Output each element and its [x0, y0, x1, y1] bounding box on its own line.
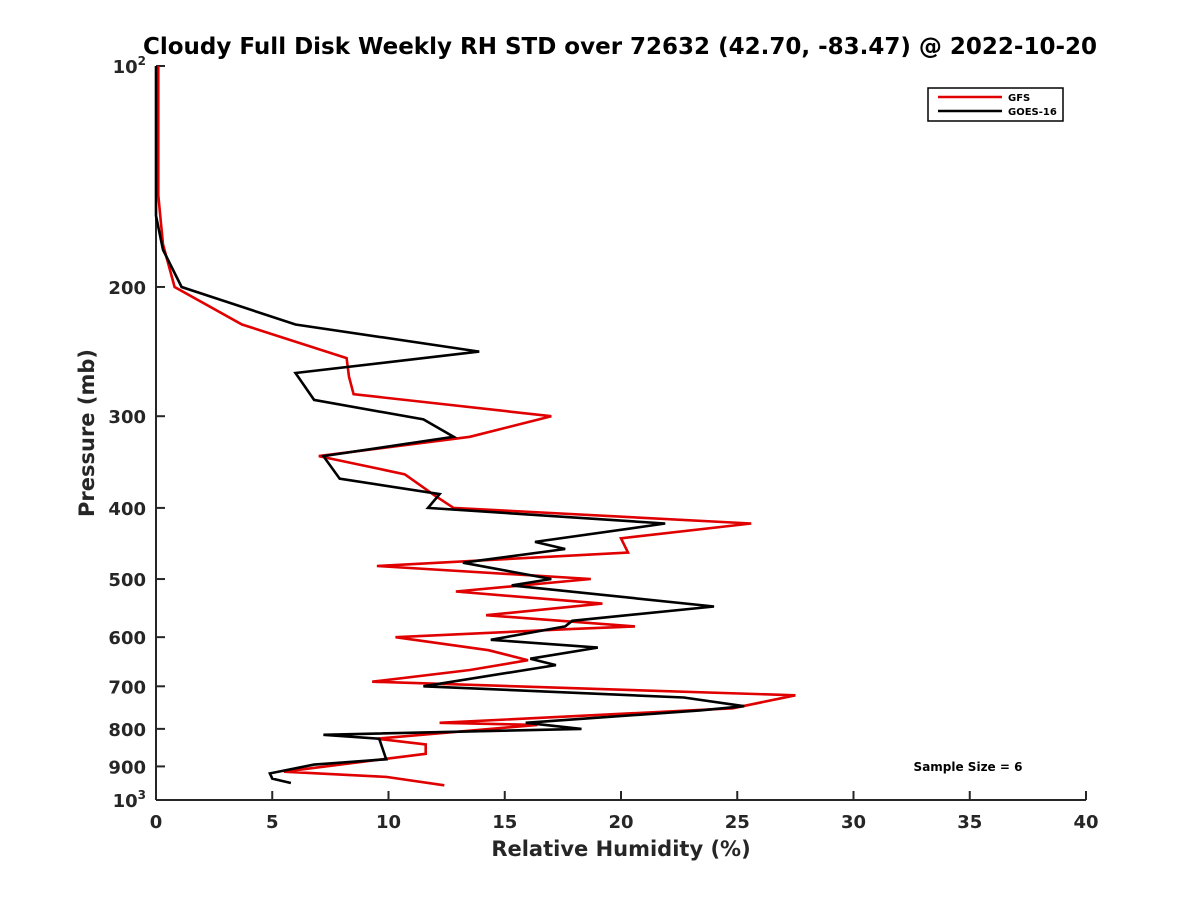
y-tick-label: 800 — [108, 720, 146, 741]
x-tick-label: 15 — [492, 812, 517, 833]
x-tick-label: 5 — [266, 812, 279, 833]
chart-title: Cloudy Full Disk Weekly RH STD over 7263… — [143, 34, 1097, 60]
x-tick-label: 0 — [150, 812, 163, 833]
y-tick-label: 500 — [108, 570, 146, 591]
y-tick-label: 900 — [108, 757, 146, 778]
y-tick-label: 102 — [113, 54, 146, 78]
x-tick-label: 10 — [376, 812, 401, 833]
y-tick-label: 700 — [108, 677, 146, 698]
y-tick-label: 200 — [108, 278, 146, 299]
y-tick-label: 600 — [108, 628, 146, 649]
x-tick-label: 35 — [957, 812, 982, 833]
series-line-goes-16 — [154, 66, 745, 785]
legend-label-gfs: GFS — [1008, 93, 1030, 104]
x-ticks: 0 5 10 15 20 25 30 35 40 — [150, 791, 1099, 833]
x-tick-label: 30 — [841, 812, 866, 833]
x-tick-label: 20 — [608, 812, 633, 833]
x-axis-label: Relative Humidity (%) — [491, 837, 750, 861]
y-tick-base: 10 — [113, 791, 138, 812]
y-tick-label: 300 — [108, 407, 146, 428]
sample-size-annotation: Sample Size = 6 — [914, 760, 1023, 774]
series-line-gfs — [157, 66, 796, 787]
x-tick-label: 25 — [725, 812, 750, 833]
x-tick-label: 40 — [1073, 812, 1098, 833]
series-layer — [154, 66, 796, 787]
y-tick-label: 400 — [108, 499, 146, 520]
legend-label-goes-16: GOES-16 — [1008, 107, 1057, 118]
legend: GFS GOES-16 — [927, 87, 1064, 122]
legend-box — [927, 87, 1064, 122]
y-tick-exponent: 2 — [138, 54, 146, 68]
y-axis-label: Pressure (mb) — [75, 349, 99, 517]
y-tick-label: 103 — [113, 788, 146, 812]
y-tick-exponent: 3 — [138, 788, 146, 802]
y-tick-base: 10 — [113, 57, 138, 78]
